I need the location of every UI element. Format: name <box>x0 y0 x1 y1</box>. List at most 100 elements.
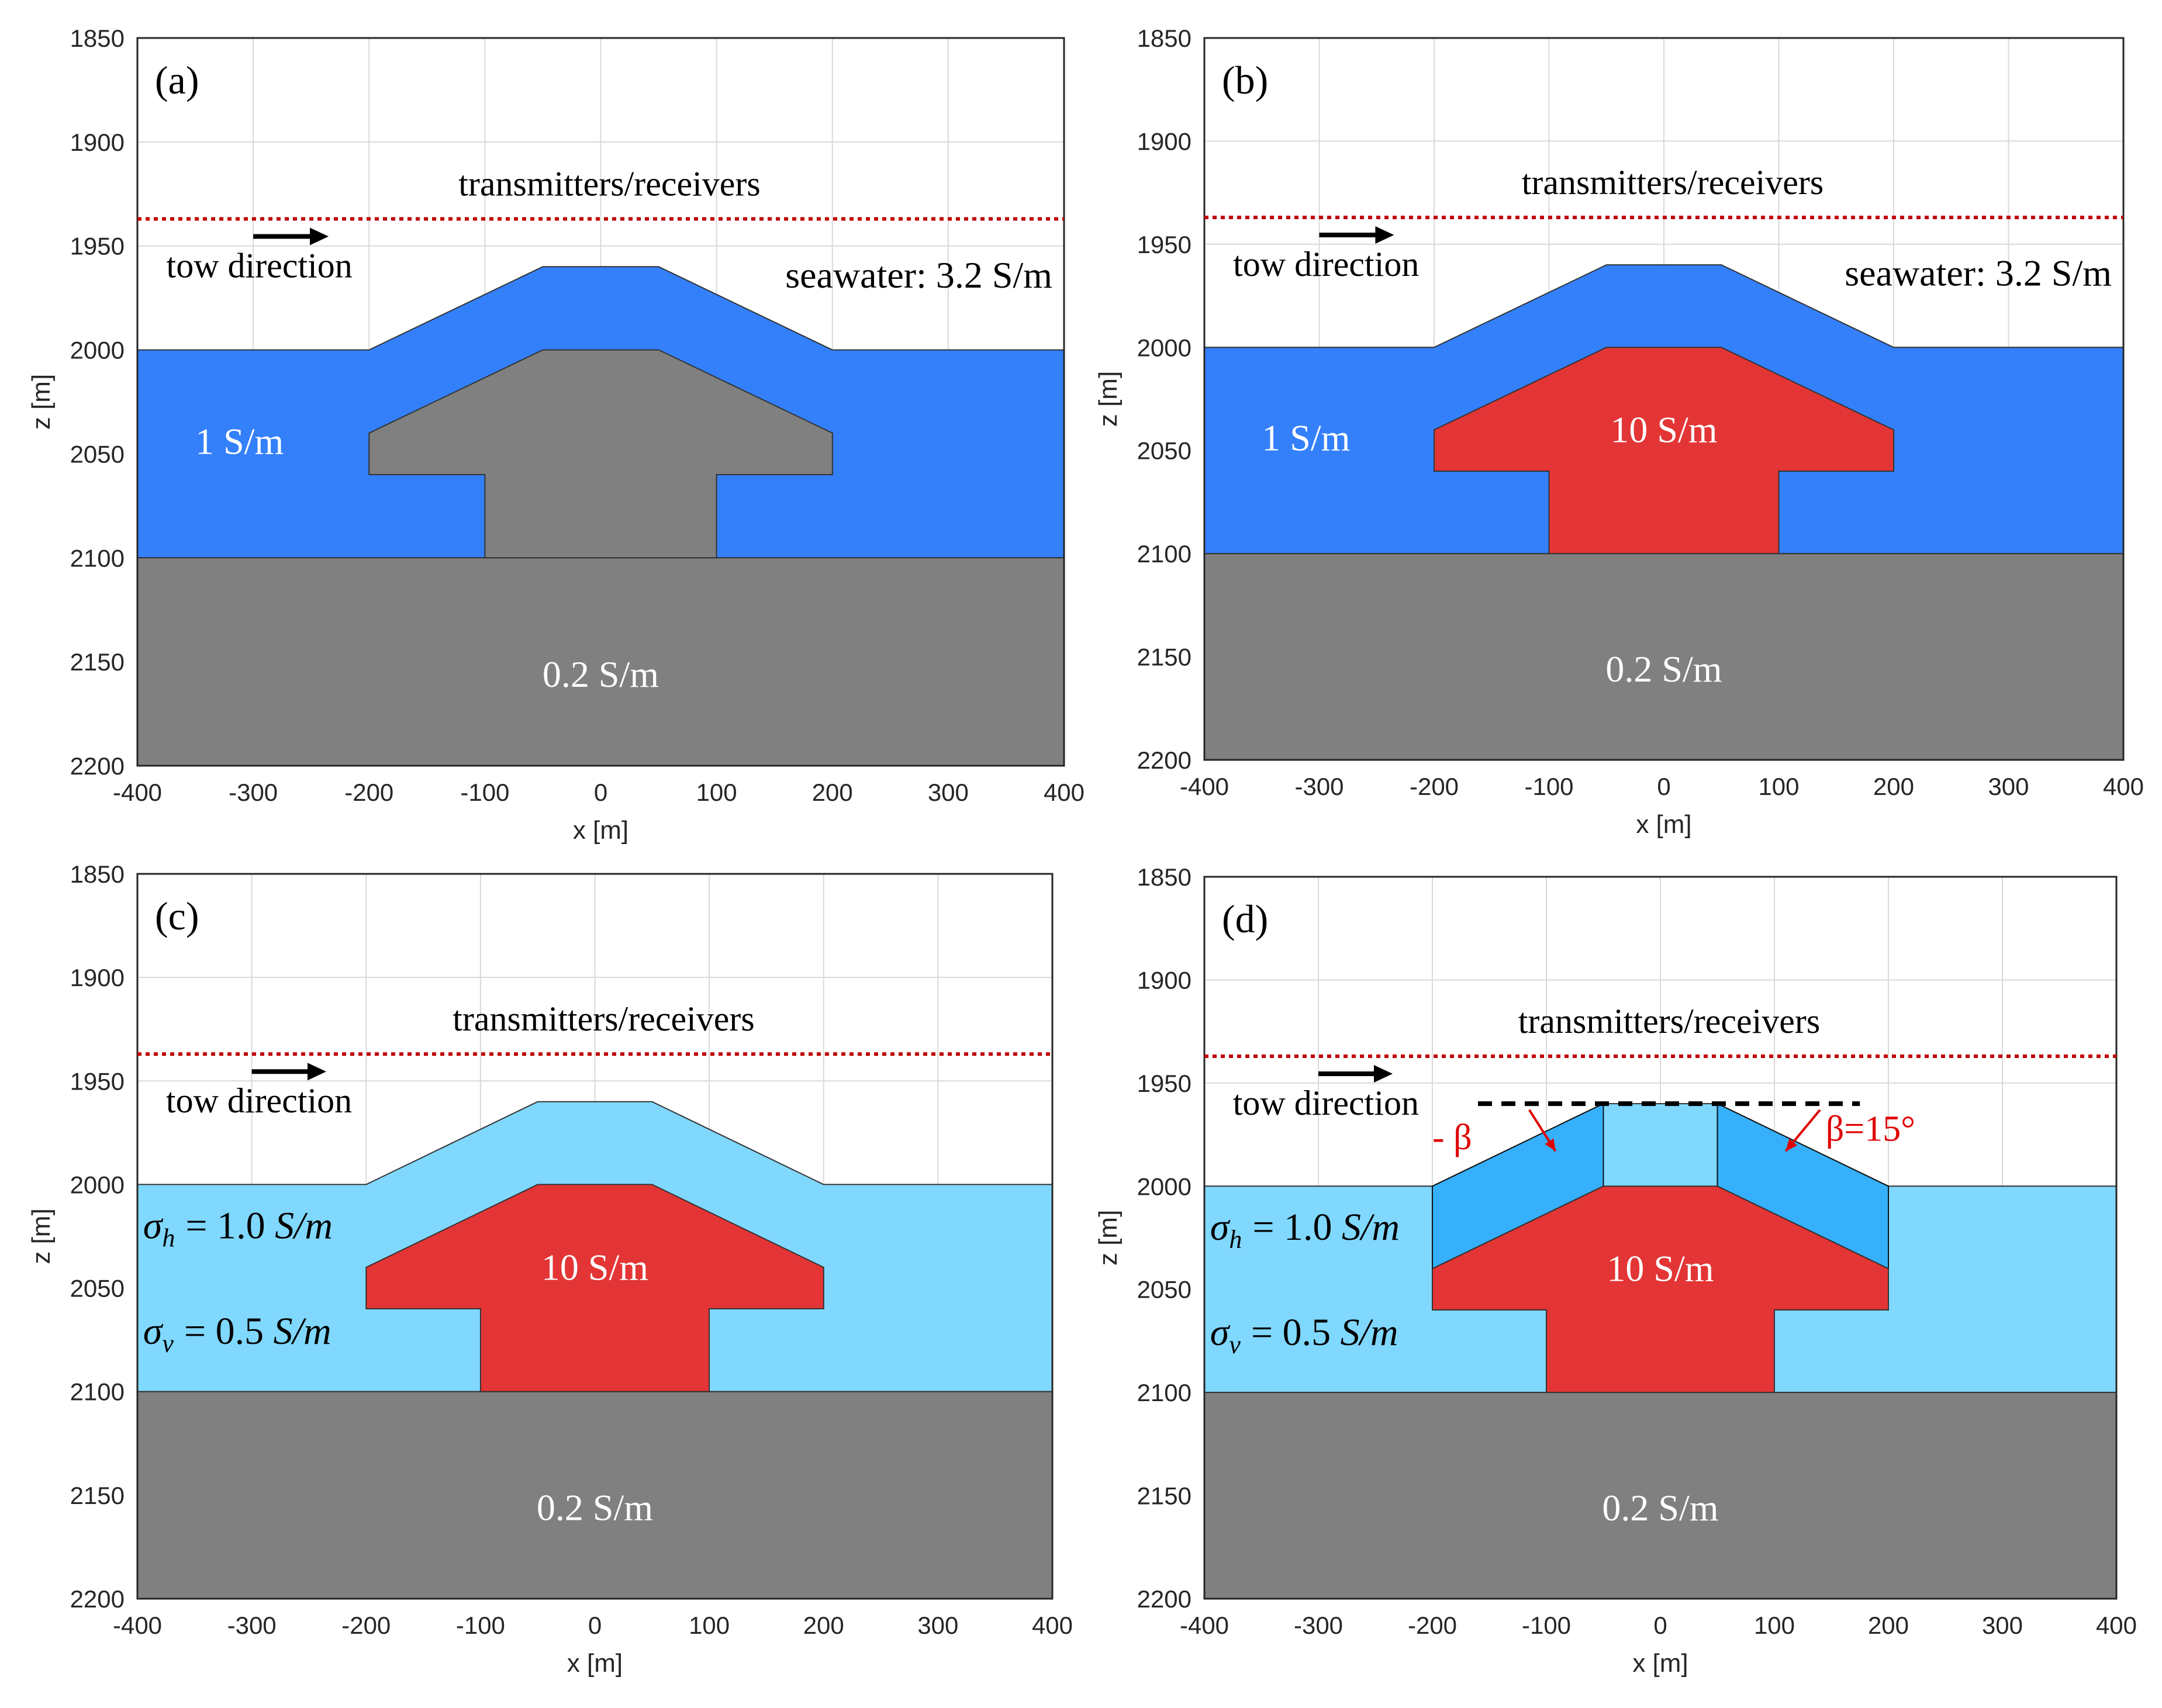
target-body <box>1434 347 1894 555</box>
basement-conductivity-label: 0.2 S/m <box>537 1486 653 1528</box>
z-tick-label: 1900 <box>70 964 125 991</box>
host-conductivity-label: 1 S/m <box>195 420 284 462</box>
seawater-label: seawater: 3.2 S/m <box>785 254 1052 296</box>
x-tick-label: 100 <box>696 779 737 806</box>
x-tick-label: 100 <box>1758 773 1799 800</box>
basement-layer <box>137 558 1064 766</box>
z-tick-label: 2050 <box>70 440 125 468</box>
x-tick-label: 300 <box>1988 773 2029 800</box>
x-tick-label: 400 <box>2103 773 2144 800</box>
z-tick-label: 1950 <box>1137 231 1191 258</box>
panel-d: -400 -300 -200 -100 0 100 200 300 400 1850 1900 195… <box>1094 863 2137 1678</box>
z-tick-label: 2200 <box>70 752 125 780</box>
x-axis-label: x [m] <box>1636 810 1691 839</box>
target-body <box>1432 1185 1889 1394</box>
z-tick-label: 2100 <box>70 1378 125 1406</box>
z-tick-label: 1850 <box>1137 25 1191 52</box>
survey-label: transmitters/receivers <box>1522 163 1823 202</box>
x-tick-label: -400 <box>113 1612 162 1639</box>
z-tick-label: 2100 <box>1137 540 1191 568</box>
tow-arrow-icon <box>1375 226 1394 244</box>
z-tick-label: 2150 <box>1137 1482 1191 1510</box>
x-tick-label: -300 <box>229 779 278 806</box>
tow-direction-label: tow direction <box>1233 245 1419 283</box>
x-tick-label: 400 <box>2096 1612 2137 1639</box>
survey-label: transmitters/receivers <box>1518 1002 1820 1040</box>
axes-frame <box>1203 876 2118 1600</box>
x-tick-label: 100 <box>689 1612 730 1639</box>
tow-arrow-icon <box>1374 1064 1393 1083</box>
target-conductivity-label: 10 S/m <box>1607 1248 1714 1289</box>
target-conductivity-label: 10 S/m <box>541 1246 648 1288</box>
x-tick-label: 300 <box>1982 1612 2023 1639</box>
x-tick-label: 400 <box>1032 1612 1073 1639</box>
z-tick-label: 1950 <box>70 233 125 260</box>
x-tick-label: 300 <box>928 779 969 806</box>
z-tick-label: 2200 <box>1137 746 1191 774</box>
z-tick-label: 1900 <box>1137 966 1191 994</box>
x-tick-label: -100 <box>1524 773 1573 800</box>
z-tick-label: 1900 <box>1137 127 1191 155</box>
panel-b: -400 -300 -200 -100 0 100 200 300 400 1850 1900 195… <box>1094 25 2144 839</box>
x-tick-label: 100 <box>1754 1612 1795 1639</box>
x-tick-label: -200 <box>1408 1612 1457 1639</box>
x-tick-label: 0 <box>1657 773 1670 800</box>
x-tick-label: -200 <box>1410 773 1459 800</box>
x-tick-label: 200 <box>1873 773 1914 800</box>
z-tick-label: 1850 <box>70 25 125 52</box>
x-tick-label: -100 <box>460 779 509 806</box>
panel-label: (d) <box>1222 897 1268 941</box>
target-body <box>365 1184 824 1392</box>
basement-layer <box>1204 1392 2116 1599</box>
target-body <box>368 349 833 559</box>
tow-direction-label: tow direction <box>1233 1084 1419 1122</box>
z-tick-label: 2100 <box>70 544 125 572</box>
beta-arrowhead-icon <box>1785 1139 1798 1152</box>
x-tick-label: -200 <box>344 779 393 806</box>
basement-layer <box>1204 554 2123 760</box>
panel-label: (c) <box>155 894 199 938</box>
tow-direction-label: tow direction <box>166 1081 352 1120</box>
z-axis-label: z [m] <box>27 1208 56 1264</box>
z-tick-label: 1850 <box>70 860 125 888</box>
x-axis-label: x [m] <box>1632 1649 1688 1678</box>
panel-label: (b) <box>1222 58 1268 102</box>
basement-conductivity-label: 0.2 S/m <box>543 654 659 695</box>
x-tick-label: 200 <box>1868 1612 1909 1639</box>
z-tick-label: 2000 <box>70 1171 125 1198</box>
x-tick-label: -100 <box>456 1612 505 1639</box>
panel-label: (a) <box>155 58 199 102</box>
survey-label: transmitters/receivers <box>453 1000 754 1038</box>
x-tick-label: 0 <box>594 779 607 806</box>
beta-left-label: - β <box>1432 1118 1472 1157</box>
tow-arrow-icon <box>310 227 329 246</box>
x-tick-label: -400 <box>1180 1612 1229 1639</box>
z-tick-label: 2200 <box>1137 1585 1191 1613</box>
z-tick-label: 2050 <box>1137 1276 1191 1304</box>
beta-arrowhead-icon <box>1545 1138 1556 1152</box>
x-tick-label: -300 <box>1294 1612 1343 1639</box>
z-tick-label: 2150 <box>70 648 125 676</box>
z-axis-label: z [m] <box>1094 1210 1123 1266</box>
z-tick-label: 1950 <box>70 1067 125 1095</box>
host-conductivity-label: 1 S/m <box>1262 417 1350 459</box>
z-tick-label: 2200 <box>70 1585 125 1613</box>
x-tick-label: -200 <box>341 1612 391 1639</box>
x-axis-label: x [m] <box>573 816 628 845</box>
sigma-h-label: σh = 1.0 S/m <box>143 1205 333 1253</box>
x-tick-label: -100 <box>1522 1612 1571 1639</box>
tow-direction-label: tow direction <box>167 246 353 285</box>
x-axis-label: x [m] <box>567 1649 623 1678</box>
x-tick-label: 200 <box>803 1612 844 1639</box>
x-tick-label: 0 <box>588 1612 602 1639</box>
z-tick-label: 2000 <box>1137 1173 1191 1200</box>
z-tick-label: 2000 <box>70 337 125 364</box>
basement-conductivity-label: 0.2 S/m <box>1605 648 1722 690</box>
x-tick-label: -400 <box>1180 773 1229 800</box>
x-tick-label: 400 <box>1044 779 1085 806</box>
x-tick-label: 300 <box>917 1612 958 1639</box>
sigma-v-label: σv = 0.5 S/m <box>1210 1311 1398 1359</box>
z-tick-label: 2100 <box>1137 1379 1191 1406</box>
axes-frame <box>1203 37 2125 761</box>
